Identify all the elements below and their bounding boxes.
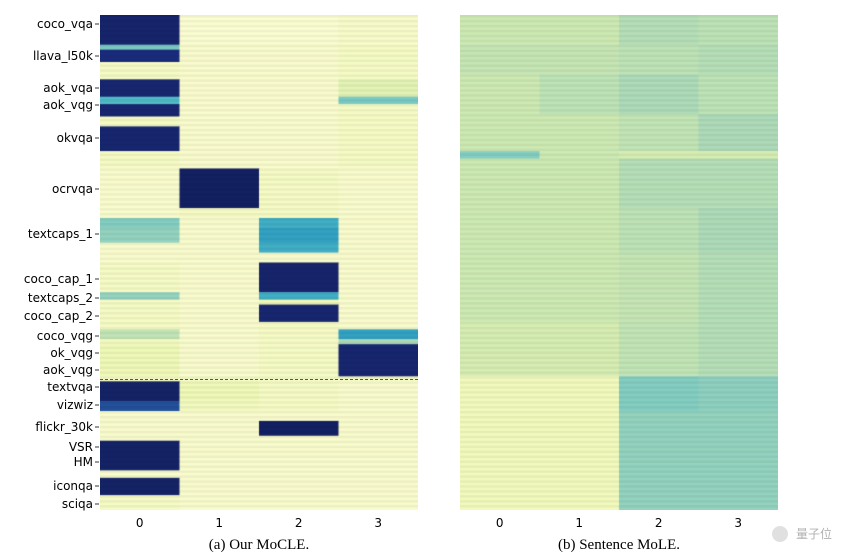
heatmap-b	[460, 15, 778, 510]
y-tick-label: flickr_30k	[35, 421, 93, 433]
y-tick-label: textvqa	[47, 381, 93, 393]
y-tick-mark	[95, 105, 99, 106]
y-axis-labels: coco_vqallava_l50kaok_vqaaok_vqgokvqaocr…	[0, 15, 95, 510]
y-tick-mark	[95, 315, 99, 316]
y-tick-label: coco_cap_2	[24, 310, 93, 322]
y-tick-mark	[95, 298, 99, 299]
x-tick-label: 2	[655, 516, 663, 530]
watermark-text: 量子位	[796, 527, 832, 541]
y-tick-label: aok_vqg	[43, 99, 93, 111]
y-tick-mark	[95, 88, 99, 89]
x-tick-label: 1	[575, 516, 583, 530]
x-axis-labels-b: 0 1 2 3	[460, 516, 778, 530]
x-tick-label: 2	[295, 516, 303, 530]
x-tick-label: 1	[215, 516, 223, 530]
y-tick-label: llava_l50k	[33, 50, 93, 62]
y-tick-label: textcaps_2	[28, 292, 93, 304]
y-tick-mark	[95, 446, 99, 447]
y-tick-label: VSR	[69, 441, 93, 453]
heatmap-panel-b	[460, 15, 778, 510]
heatmap-a	[100, 15, 418, 510]
y-tick-label: ocrvqa	[52, 183, 93, 195]
y-tick-label: vizwiz	[57, 399, 93, 411]
y-tick-mark	[95, 404, 99, 405]
y-tick-label: HM	[74, 456, 93, 468]
y-tick-label: coco_vqg	[37, 330, 93, 342]
y-tick-label: okvqa	[57, 132, 93, 144]
y-tick-label: coco_cap_1	[24, 273, 93, 285]
section-divider	[100, 379, 418, 380]
y-tick-mark	[95, 189, 99, 190]
y-tick-label: aok_vqa	[43, 82, 93, 94]
y-tick-mark	[95, 370, 99, 371]
y-tick-mark	[95, 23, 99, 24]
y-tick-mark	[95, 55, 99, 56]
x-tick-label: 3	[374, 516, 382, 530]
y-tick-label: coco_vqa	[37, 18, 93, 30]
x-tick-label: 0	[496, 516, 504, 530]
y-tick-label: sciqa	[62, 498, 93, 510]
x-tick-label: 3	[734, 516, 742, 530]
y-tick-mark	[95, 461, 99, 462]
x-tick-label: 0	[136, 516, 144, 530]
caption-b: (b) Sentence MoLE.	[460, 537, 778, 554]
caption-a: (a) Our MoCLE.	[100, 537, 418, 554]
y-tick-mark	[95, 137, 99, 138]
y-tick-label: textcaps_1	[28, 228, 93, 240]
y-tick-mark	[95, 503, 99, 504]
y-tick-label: iconqa	[53, 480, 93, 492]
figure: coco_vqallava_l50kaok_vqaaok_vqgokvqaocr…	[0, 0, 846, 558]
y-tick-mark	[95, 278, 99, 279]
y-tick-label: ok_vqg	[50, 347, 93, 359]
y-tick-label: aok_vqg	[43, 364, 93, 376]
heatmap-panel-a	[100, 15, 418, 510]
x-axis-labels-a: 0 1 2 3	[100, 516, 418, 530]
y-tick-mark	[95, 234, 99, 235]
y-tick-mark	[95, 335, 99, 336]
y-tick-mark	[95, 352, 99, 353]
y-tick-mark	[95, 486, 99, 487]
y-tick-mark	[95, 387, 99, 388]
watermark: 量子位	[772, 525, 832, 543]
y-tick-mark	[95, 427, 99, 428]
